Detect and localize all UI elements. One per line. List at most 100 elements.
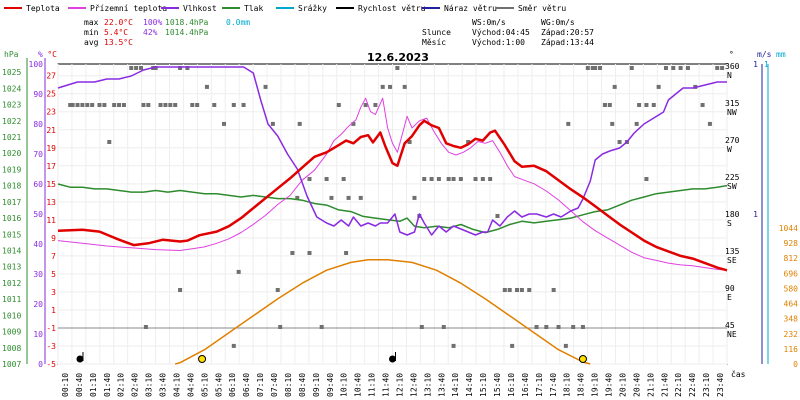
min-press: 1014.4hPa <box>165 28 209 37</box>
x-tick-label: 06:10 <box>228 373 237 397</box>
wind-direction-point <box>571 325 576 329</box>
humidity-tick-label: 80 <box>33 120 43 129</box>
temp-tick-label: -1 <box>46 324 56 333</box>
wind-direction-point <box>402 84 407 89</box>
wind-direction-point <box>143 325 148 329</box>
x-unit: čas <box>731 369 746 379</box>
wind-direction-point <box>441 325 446 329</box>
wind-direction-point <box>241 103 246 107</box>
sun-marker-icon <box>198 355 207 363</box>
wind-direction-point <box>580 325 585 329</box>
pressure-tick-label: 1023 <box>2 101 21 110</box>
wind-direction-point <box>515 288 520 292</box>
wind-direction-point <box>663 66 668 70</box>
humidity-tick-label: 100 <box>29 60 44 69</box>
x-tick-label: 19:40 <box>605 373 614 397</box>
wind-direction-point <box>720 66 725 70</box>
wind-direction-point <box>336 103 341 107</box>
wind-direction-point <box>466 140 471 144</box>
wind-direction-point <box>544 325 549 329</box>
wind-direction-point <box>168 103 173 107</box>
direction-deg-label: 225 <box>725 173 740 182</box>
wind-direction-point <box>480 177 485 181</box>
wind-direction-point <box>436 177 441 181</box>
moon-set: Západ:13:44 <box>541 38 594 47</box>
x-tick-label: 03:40 <box>159 373 168 397</box>
direction-name-label: SE <box>727 256 737 265</box>
x-tick-label: 15:40 <box>493 373 502 397</box>
wind-direction-point <box>204 84 209 89</box>
max-press: 1018.4hPa <box>165 18 209 27</box>
wind-direction-point <box>644 103 649 107</box>
temp-tick-label: 11 <box>46 216 56 225</box>
wind-direction-point <box>346 195 351 200</box>
wind-direction-point <box>153 66 158 70</box>
sun-rise: Východ:04:45 <box>472 28 530 37</box>
wind-direction-point <box>607 103 612 107</box>
moon-label: Měsíc <box>422 38 446 47</box>
wind-direction-point <box>222 121 227 126</box>
wind-direction-point <box>307 251 312 255</box>
wind-direction-point <box>278 325 283 329</box>
direction-deg-label: 180 <box>725 210 740 219</box>
x-tick-label: 09:40 <box>326 373 335 397</box>
wind-direction-point <box>195 103 200 107</box>
wind-direction-point <box>598 66 603 70</box>
x-tick-label: 10:10 <box>340 373 349 397</box>
pressure-tick-label: 1025 <box>2 68 21 77</box>
x-tick-label: 02:40 <box>131 373 140 397</box>
pressure-tick-label: 1007 <box>2 360 21 369</box>
temp-tick-label: 25 <box>46 90 56 99</box>
header-stats: max 22.0°C 100% 1018.4hPa 0.0mm min 5.4°… <box>84 18 594 47</box>
radiation-tick-label: 0 <box>793 360 798 369</box>
wind-direction-point <box>473 177 478 181</box>
x-tick-label: 13:40 <box>437 373 446 397</box>
x-tick-label: 08:40 <box>298 373 307 397</box>
wind-top-label: 1 <box>753 60 758 69</box>
humidity-tick-label: 10 <box>33 330 43 339</box>
x-tick-label: 07:40 <box>270 373 279 397</box>
pressure-line <box>57 183 728 234</box>
avg-temp: 13.5°C <box>104 38 133 47</box>
wind-direction-point <box>231 103 236 107</box>
direction-deg-label: 135 <box>725 247 740 256</box>
wind-direction-point <box>671 66 676 70</box>
x-tick-label: 00:10 <box>61 373 70 397</box>
wind-direction-point <box>388 84 393 89</box>
wind-direction-point <box>295 195 300 200</box>
wind-direction-point <box>566 121 571 126</box>
wind-unit: m/s <box>757 50 772 59</box>
temp-tick-label: 1 <box>51 306 56 315</box>
x-tick-label: 05:40 <box>214 373 223 397</box>
pressure-tick-label: 1012 <box>2 279 21 288</box>
humidity-tick-label: 90 <box>33 90 43 99</box>
wind-direction-point <box>395 66 400 70</box>
x-tick-label: 15:10 <box>479 373 488 397</box>
x-tick-label: 08:10 <box>284 373 293 397</box>
temperature-line <box>57 119 728 272</box>
wind-direction-point <box>373 103 378 107</box>
wind-direction-point <box>637 103 642 107</box>
wind-direction-point <box>341 177 346 181</box>
chart-title: 12.6.2023 <box>367 51 429 64</box>
temp-tick-label: 3 <box>51 288 56 297</box>
pressure-unit: hPa <box>4 50 19 59</box>
humidity-tick-label: 60 <box>33 180 43 189</box>
pressure-tick-label: 1024 <box>2 84 21 93</box>
temp-tick-label: 21 <box>46 126 56 135</box>
wind-direction-point <box>319 325 324 329</box>
temp-tick-label: 5 <box>51 270 56 279</box>
x-axis: 00:10 00:40 01:10 01:40 02:10 02:40 03:10 03:40… <box>61 373 725 397</box>
max-hum: 100% <box>143 18 162 27</box>
wind-direction-point <box>263 84 268 89</box>
wind-direction-point <box>707 121 712 126</box>
moon-marker-icon <box>389 355 396 363</box>
direction-deg-label: 315 <box>725 99 740 108</box>
wind-direction-point <box>75 103 80 107</box>
sun-marker-icon <box>578 355 587 363</box>
radiation-tick-label: 464 <box>784 300 799 309</box>
wind-direction-point <box>527 288 532 292</box>
humidity-tick-label: 0 <box>38 360 43 369</box>
legend-label-vlhkost: Vlhkost <box>183 4 217 13</box>
